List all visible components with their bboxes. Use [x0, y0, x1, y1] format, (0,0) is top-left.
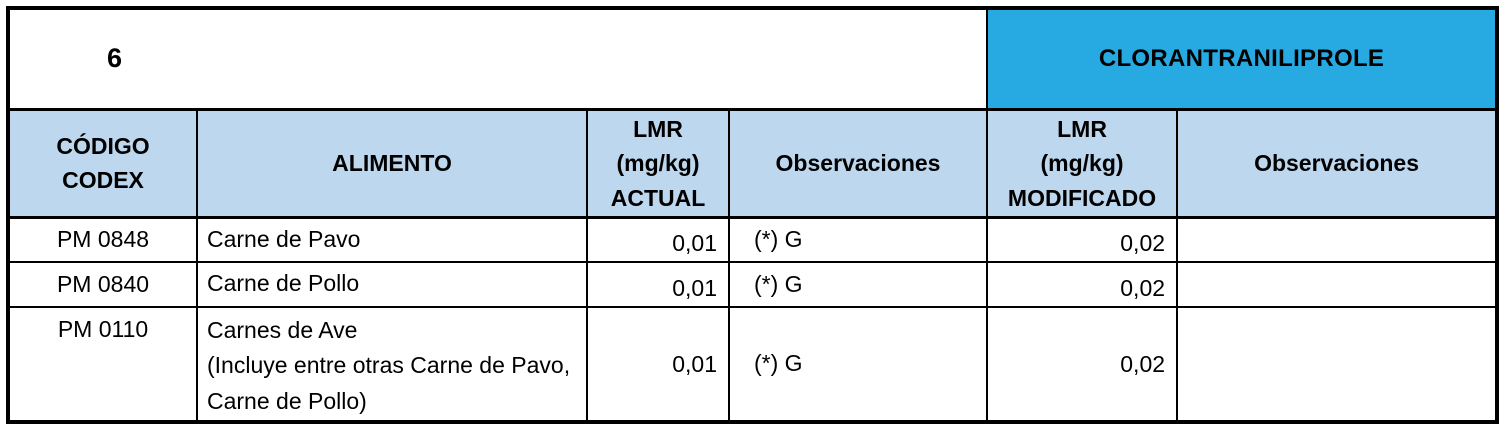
compound-name-cell: CLORANTRANILIPROLE	[986, 7, 1499, 111]
table-row: PM 0110 Carnes de Ave (Incluye entre otr…	[7, 305, 1499, 424]
alimento-cell: Carne de Pollo	[196, 260, 588, 308]
banner-row: 6 CLORANTRANILIPROLE	[6, 7, 1499, 111]
col-header-codigo-codex: CÓDIGO CODEX	[7, 107, 198, 219]
compound-name: CLORANTRANILIPROLE	[1098, 44, 1385, 72]
codex-code-cell: PM 0848	[7, 216, 198, 263]
observaciones-modificado-cell	[1176, 260, 1499, 308]
lmr-actual-cell: 0,01	[586, 216, 730, 263]
lmr-modificado-cell: 0,02	[986, 260, 1179, 308]
table-row: PM 0840 Carne de Pollo 0,01 (*) G 0,02	[7, 260, 1499, 308]
codex-code-cell: PM 0840	[7, 260, 198, 308]
column-header-row: CÓDIGO CODEX ALIMENTO LMR (mg/kg) ACTUAL…	[7, 107, 1499, 219]
codex-code-cell: PM 0110	[7, 305, 198, 424]
mrl-table: 6 CLORANTRANILIPROLE CÓDIGO CODEX ALIMEN…	[6, 6, 1500, 425]
page-number-cell: 6	[6, 7, 989, 111]
col-header-observaciones-actual: Observaciones	[727, 107, 989, 219]
lmr-actual-cell: 0,01	[586, 260, 730, 308]
table-row: PM 0848 Carne de Pavo 0,01 (*) G 0,02	[7, 216, 1499, 263]
lmr-modificado-cell: 0,02	[986, 216, 1179, 263]
observaciones-modificado-cell	[1176, 216, 1499, 263]
observaciones-actual-cell: (*) G	[727, 305, 989, 424]
col-header-observaciones-modificado: Observaciones	[1176, 107, 1499, 219]
col-header-lmr-modificado: LMR (mg/kg) MODIFICADO	[986, 107, 1179, 219]
observaciones-modificado-cell	[1176, 305, 1499, 424]
alimento-cell: Carnes de Ave (Incluye entre otras Carne…	[196, 305, 588, 424]
observaciones-actual-cell: (*) G	[727, 216, 989, 263]
col-header-alimento: ALIMENTO	[196, 107, 588, 219]
lmr-modificado-cell: 0,02	[986, 305, 1179, 424]
lmr-actual-cell: 0,01	[586, 305, 730, 424]
observaciones-actual-cell: (*) G	[727, 260, 989, 308]
page-number: 6	[107, 43, 123, 74]
alimento-cell: Carne de Pavo	[196, 216, 588, 263]
col-header-lmr-actual: LMR (mg/kg) ACTUAL	[586, 107, 730, 219]
